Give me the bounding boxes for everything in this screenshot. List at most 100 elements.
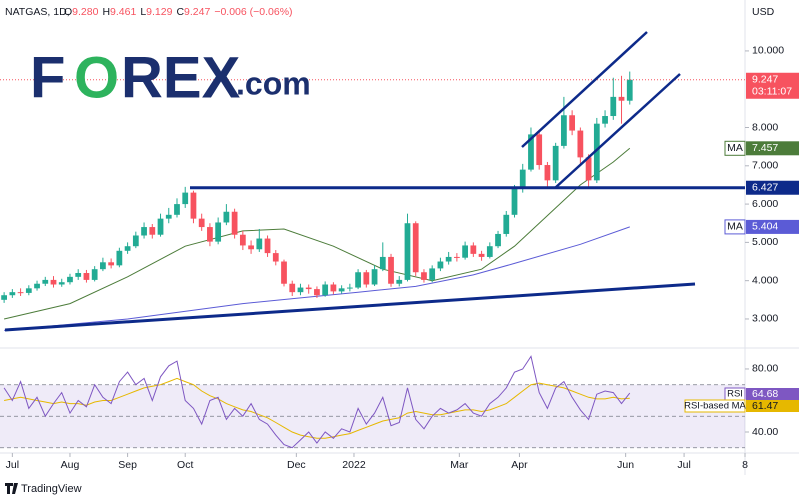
candle-body	[223, 211, 230, 223]
last-price-value: 9.247	[752, 74, 778, 86]
x-tick-label: 2022	[342, 459, 366, 471]
candle-body	[248, 245, 254, 250]
candle-body	[379, 256, 386, 270]
candle-body	[239, 234, 246, 246]
candle-body	[264, 238, 271, 254]
candle-body	[495, 233, 501, 247]
rsi-tick-label: 40.00	[752, 426, 778, 438]
candle-body	[1, 295, 7, 300]
candle-body	[437, 261, 444, 269]
ohlc-key: C	[176, 6, 184, 18]
x-tick-label: Dec	[287, 459, 306, 471]
candle-body	[322, 284, 329, 296]
ma-label-name: MA	[727, 221, 743, 233]
y-tick-label: 7.000	[752, 160, 778, 172]
ohlc-value: 9.247	[184, 6, 210, 18]
y-tick-label: 8.000	[752, 121, 778, 133]
candle-body	[116, 250, 123, 266]
x-tick-label: Mar	[450, 459, 469, 471]
candle-body	[289, 283, 296, 293]
countdown: 03:11:07	[752, 86, 792, 98]
ohlc-value: 9.129	[146, 6, 172, 18]
ohlc-change: −0.006 (−0.06%)	[214, 6, 292, 18]
logo: F O REX .com	[30, 45, 311, 110]
last-price-box	[746, 72, 799, 99]
candle-body	[190, 192, 197, 219]
ma-label-tag	[724, 219, 746, 235]
level-label-box	[746, 180, 799, 195]
ohlc-legend: O9.280 H9.461 L9.129 C9.247 −0.006 (−0.06%)	[64, 6, 293, 18]
candle-body	[305, 287, 312, 290]
candle-body	[83, 273, 90, 280]
candle-body	[429, 268, 436, 280]
rsi-label-name: RSI	[727, 389, 743, 400]
x-tick-label: Oct	[177, 459, 193, 471]
channel-line	[521, 31, 648, 148]
ma-label-box	[746, 219, 799, 234]
x-tick-label: Aug	[61, 459, 80, 471]
ma-label-name: MA	[727, 142, 743, 154]
candle-body	[108, 262, 115, 266]
candle-body	[330, 284, 337, 292]
candle-body	[519, 169, 526, 189]
candle-body	[626, 79, 633, 101]
candle-body	[75, 273, 82, 277]
candle-body	[593, 123, 600, 181]
y-tick-label: 6.000	[752, 198, 778, 210]
candle-body	[17, 292, 24, 294]
ma-label-value: 5.404	[752, 221, 778, 233]
y-tick-label: 4.000	[752, 274, 778, 286]
candle-body	[355, 272, 361, 288]
x-tick-label: Jul	[6, 459, 19, 471]
candle-body	[577, 130, 584, 158]
candle-body	[297, 287, 304, 293]
candle-body	[256, 238, 263, 250]
ohlc-value: 9.280	[72, 6, 98, 18]
candle-body	[100, 262, 106, 270]
candle-body	[346, 287, 353, 289]
candle-body	[404, 223, 411, 280]
channel-line	[554, 73, 681, 189]
ohlc-value: 9.461	[110, 6, 136, 18]
rsi-ma-label-value: 61.47	[752, 400, 778, 412]
candle-body	[371, 269, 378, 285]
y-tick-label: 3.000	[752, 313, 778, 325]
logo-f: F	[30, 45, 65, 110]
candle-body	[453, 256, 460, 258]
x-tick-label: Sep	[118, 459, 137, 471]
candle-body	[388, 256, 394, 284]
moving-average	[4, 226, 630, 331]
candle-body	[396, 279, 403, 284]
candle-body	[50, 279, 57, 285]
x-tick-label: 8	[742, 459, 748, 471]
candle-body	[124, 246, 131, 251]
candle-body	[552, 145, 559, 181]
symbol: NATGAS, 1D,	[5, 6, 70, 18]
candle-body	[528, 134, 534, 170]
ma-label-box	[746, 141, 799, 156]
candle-body	[536, 134, 543, 166]
candle-body	[281, 261, 287, 284]
logo-o: O	[74, 45, 119, 110]
candle-body	[182, 192, 189, 205]
candle-body	[215, 222, 222, 242]
candle-body	[9, 292, 16, 296]
logo-rex: REX	[121, 45, 241, 110]
candle-body	[478, 253, 485, 257]
candle-body	[272, 253, 279, 262]
footer: TradingView	[5, 483, 82, 495]
y-tick-label: 10.000	[752, 45, 784, 57]
candle-body	[585, 157, 592, 181]
trend-line	[4, 282, 696, 332]
x-tick-label: Apr	[511, 459, 528, 471]
candle-body	[25, 288, 32, 293]
candle-body	[618, 96, 625, 101]
tv-icon	[5, 483, 18, 494]
logo-com: .com	[236, 65, 311, 101]
candle-body	[544, 165, 551, 181]
candle-body	[314, 289, 320, 296]
candle-body	[470, 245, 477, 254]
candle-body	[503, 214, 510, 234]
candle-body	[569, 115, 576, 131]
